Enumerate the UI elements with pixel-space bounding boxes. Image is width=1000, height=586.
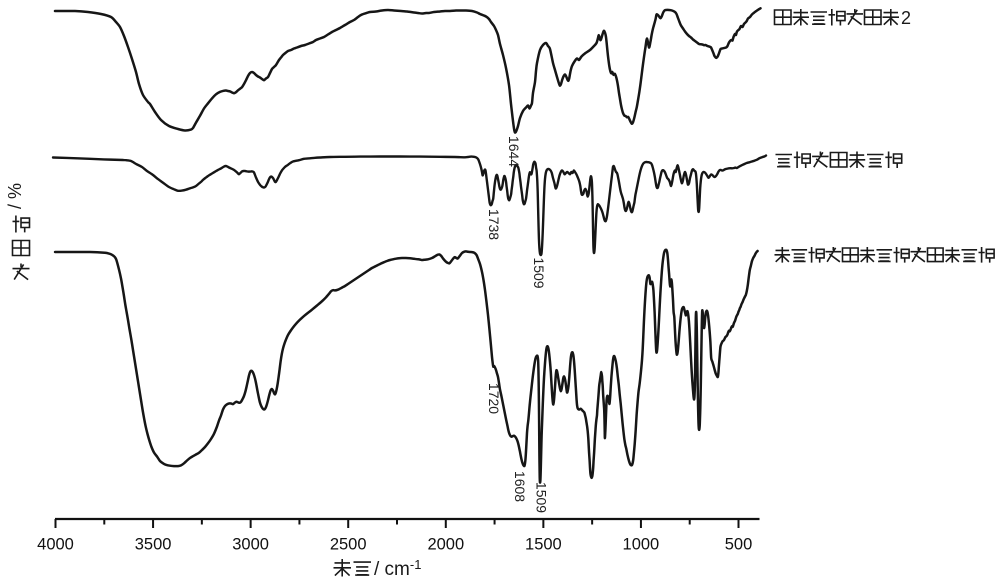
svg-text:/ cm-1: / cm-1 <box>374 557 421 580</box>
svg-text:1500: 1500 <box>525 536 562 554</box>
svg-text:1608: 1608 <box>512 471 528 502</box>
svg-text:4000: 4000 <box>37 536 74 554</box>
svg-text:2000: 2000 <box>427 536 464 554</box>
svg-text:/ %: / % <box>5 183 25 209</box>
svg-text:1644: 1644 <box>506 136 522 167</box>
svg-text:2: 2 <box>901 8 911 28</box>
svg-text:1509: 1509 <box>533 482 549 513</box>
svg-text:500: 500 <box>725 536 753 554</box>
svg-text:3500: 3500 <box>135 536 172 554</box>
svg-text:3000: 3000 <box>232 536 269 554</box>
svg-text:1000: 1000 <box>623 536 660 554</box>
svg-text:1720: 1720 <box>486 383 502 414</box>
svg-text:2500: 2500 <box>330 536 367 554</box>
svg-text:1509: 1509 <box>531 257 547 288</box>
svg-text:1738: 1738 <box>486 209 502 240</box>
